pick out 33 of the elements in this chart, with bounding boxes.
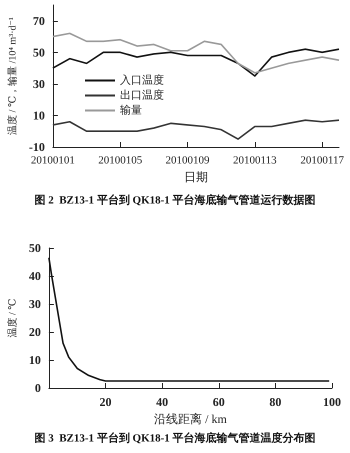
x-tick-label: 20100113: [233, 154, 278, 166]
y-axis-title: 温度 / ℃: [6, 298, 18, 338]
x-tick-label: 80: [269, 395, 282, 409]
line-series: [48, 257, 330, 382]
y-tick-label: 50: [32, 45, 45, 60]
legend-label: 输量: [120, 104, 142, 116]
y-tick-label: 0: [34, 381, 41, 395]
x-tick-label: 20100117: [300, 154, 344, 166]
x-tick-label: 20100105: [98, 154, 143, 166]
x-tick-label: 100: [323, 395, 341, 409]
y-tick-label: 40: [28, 269, 41, 283]
y-tick-label: 50: [28, 241, 41, 255]
x-tick-label: 20: [100, 395, 112, 409]
x-tick-label: 60: [212, 395, 225, 409]
text: 图 2 BZ13-1 平台到 QK18-1 平台海底输气管道运行数据图: [34, 194, 316, 206]
x-tick-label: 20100101: [30, 154, 75, 166]
y-tick-label: 20: [28, 325, 41, 339]
y-tick-label: 30: [28, 297, 41, 311]
y-axis-title: 温度 / ℃，输量 /10⁴ m³·d⁻¹: [6, 17, 18, 135]
x-axis-title: 沿线距离 / km: [154, 412, 228, 426]
legend-label: 入口温度: [120, 74, 164, 86]
text: 图 3 BZ13-1 平台到 QK18-1 平台海底输气管道温度分布图: [34, 432, 316, 444]
legend-label: 出口温度: [120, 88, 164, 102]
line-series: [52, 32, 340, 74]
y-tick-label: 10: [28, 353, 41, 367]
x-tick-label: 20100109: [166, 154, 210, 166]
x-axis-title: 日期: [184, 170, 208, 184]
y-tick-label: 70: [32, 14, 45, 28]
line-series: [52, 119, 340, 140]
x-tick-label: 40: [156, 395, 168, 409]
y-tick-label: 30: [32, 76, 45, 91]
y-tick-label: -10: [28, 140, 45, 154]
y-tick-label: 10: [32, 108, 45, 122]
